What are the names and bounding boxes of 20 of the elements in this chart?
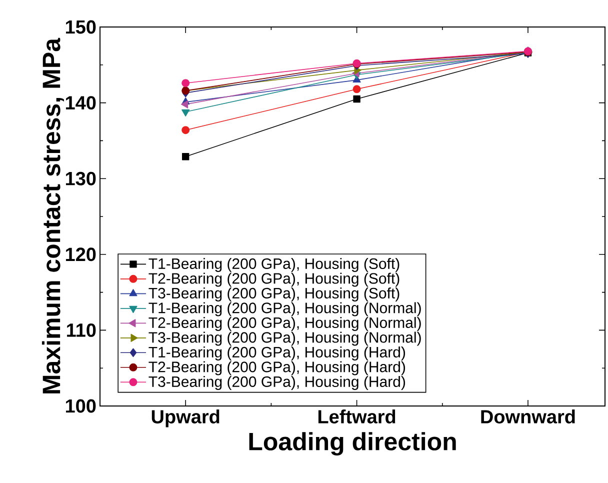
x-tick-label: Upward (152, 410, 220, 428)
legend-label: T1-Bearing (200 GPa), Housing (Hard) (148, 346, 406, 360)
y-tick-label: 130 (66, 172, 96, 186)
x-tick-label: Leftward (318, 410, 396, 424)
y-tick-label: 110 (67, 323, 96, 337)
y-axis-title: Maximum contact stress, MPa (42, 38, 64, 394)
legend-label: T3-Bearing (200 GPa), Housing (Normal) (148, 332, 421, 346)
y-tick-label: 140 (66, 96, 96, 110)
y-tick-label: 150 (66, 20, 96, 34)
legend-label: T1-Bearing (200 GPa), Housing (Normal) (148, 302, 421, 316)
legend-label: T1-Bearing (200 GPa), Housing (Soft) (148, 258, 400, 272)
legend-label: T2-Bearing (200 GPa), Housing (Normal) (148, 316, 421, 331)
legend-label: T3-Bearing (200 GPa), Housing (Hard) (148, 376, 406, 390)
y-tick-label: 120 (66, 248, 96, 262)
x-tick-label: Downward (481, 410, 575, 424)
legend-label: T2-Bearing (200 GPa), Housing (Hard) (148, 361, 406, 376)
legend-label: T2-Bearing (200 GPa), Housing (Soft) (148, 272, 400, 287)
x-axis-title: Loading direction (249, 432, 456, 456)
y-tick-label: 100 (66, 399, 96, 413)
legend-label: T3-Bearing (200 GPa), Housing (Soft) (148, 287, 400, 302)
